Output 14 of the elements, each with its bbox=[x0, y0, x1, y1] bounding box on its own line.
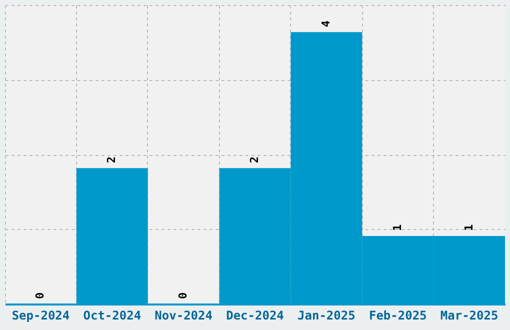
data-label: 0 bbox=[34, 292, 47, 299]
x-tick-label: Sep-2024 bbox=[12, 308, 70, 322]
x-tick-label: Feb-2025 bbox=[368, 308, 427, 322]
data-label: 1 bbox=[390, 224, 404, 232]
data-label: 2 bbox=[248, 156, 261, 164]
x-tick-label: Mar-2025 bbox=[440, 308, 498, 322]
data-label: 4 bbox=[319, 20, 332, 28]
x-tick-label: Oct-2024 bbox=[83, 308, 142, 322]
data-label: 1 bbox=[462, 224, 476, 232]
x-tick-label: Nov-2024 bbox=[154, 308, 212, 322]
x-tick-label: Dec-2024 bbox=[226, 308, 284, 322]
x-tick-label: Jan-2025 bbox=[298, 308, 356, 322]
data-label: 2 bbox=[105, 156, 118, 164]
data-label: 0 bbox=[176, 292, 190, 299]
